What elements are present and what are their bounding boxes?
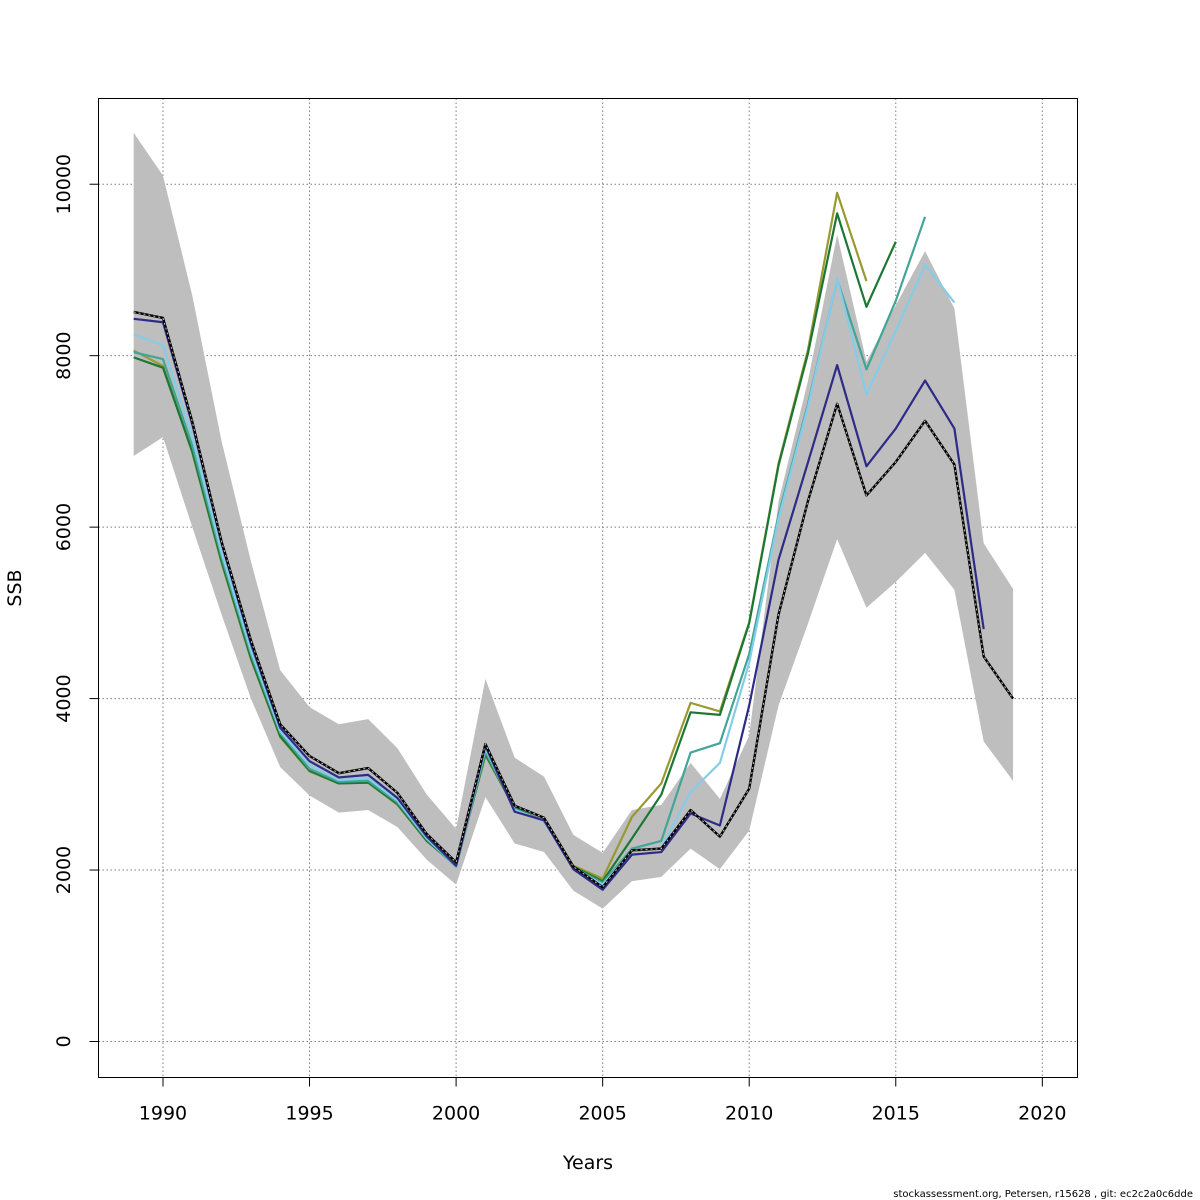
x-axis-title: Years [562,1152,613,1174]
y-axis-title: SSB [4,569,26,606]
y-tick-label: 4000 [53,674,75,722]
x-tick-label: 2000 [432,1103,480,1125]
y-tick-label: 2000 [53,846,75,894]
x-tick-label: 1995 [285,1103,333,1125]
x-tick-label: 2020 [1018,1103,1066,1125]
confidence-band-area [133,132,1014,909]
series-line-dash [133,311,1014,888]
series-lines [133,191,1014,891]
confidence-band [133,132,1014,909]
axes: 1990 1995 2000 2005 2010 2015 2020 0 2000 4000 600… [53,154,1067,1124]
grid [98,98,1078,1078]
y-tick-label: 0 [53,1035,75,1047]
x-tick-label: 2015 [872,1103,920,1125]
y-tick-label: 6000 [53,503,75,551]
y-tick-label: 8000 [53,332,75,380]
x-tick-label: 2010 [725,1103,773,1125]
x-tick-label: 2005 [578,1103,626,1125]
footer-credit: stockassessment.org, Petersen, r15628 , … [893,1189,1193,1200]
x-tick-label: 1990 [139,1103,187,1125]
y-tick-label: 10000 [53,154,75,214]
